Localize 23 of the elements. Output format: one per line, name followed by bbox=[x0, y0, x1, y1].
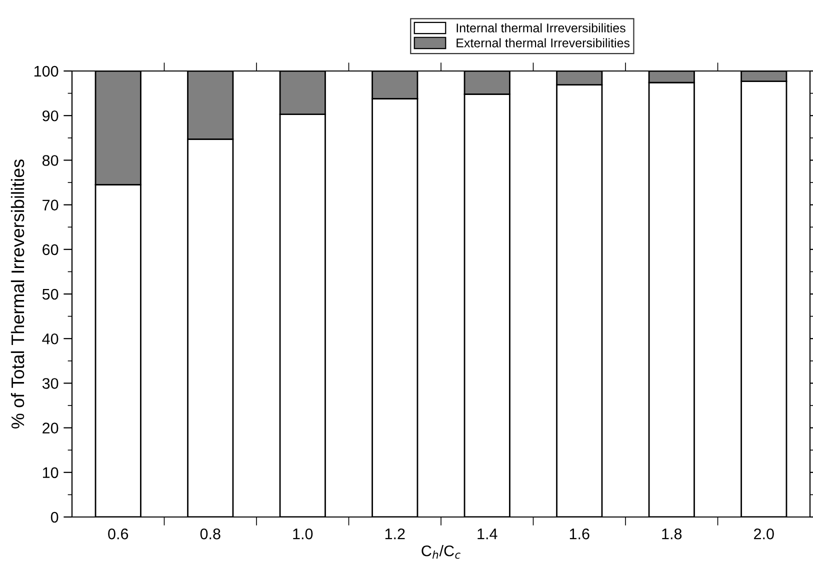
y-tick-label: 0 bbox=[50, 512, 58, 523]
y-tick-label: 80 bbox=[42, 155, 58, 166]
legend-label: Internal thermal Irreversibilities bbox=[456, 23, 626, 32]
y-tick-label: 20 bbox=[42, 422, 58, 434]
y-tick-label: 10 bbox=[42, 467, 58, 478]
x-tick-label: 0.8 bbox=[200, 528, 220, 540]
y-tick-label: 30 bbox=[42, 378, 58, 389]
y-tick-label: 50 bbox=[42, 288, 58, 300]
x-tick-label: 1.6 bbox=[570, 528, 590, 540]
x-tick-label: 1.4 bbox=[478, 528, 498, 540]
x-tick-label: 2.0 bbox=[754, 528, 774, 540]
x-tick-label: 1.0 bbox=[293, 528, 313, 540]
x-axis-title: C$_{h}$/C$_{c}$ bbox=[422, 545, 460, 559]
legend-label: External thermal Irreversibilities bbox=[456, 38, 630, 48]
y-tick-label: 60 bbox=[42, 244, 58, 256]
y-tick-label: 40 bbox=[42, 333, 58, 344]
x-tick-label: 1.2 bbox=[385, 528, 405, 540]
y-tick-label: 70 bbox=[42, 200, 58, 210]
x-tick-label: 1.8 bbox=[662, 528, 682, 540]
y-tick-label: 100 bbox=[34, 66, 58, 77]
y-tick-label: 90 bbox=[42, 110, 58, 122]
x-tick-label: 0.6 bbox=[108, 528, 128, 540]
y-axis-title: % of Total Thermal Irreversibilities bbox=[10, 160, 24, 428]
